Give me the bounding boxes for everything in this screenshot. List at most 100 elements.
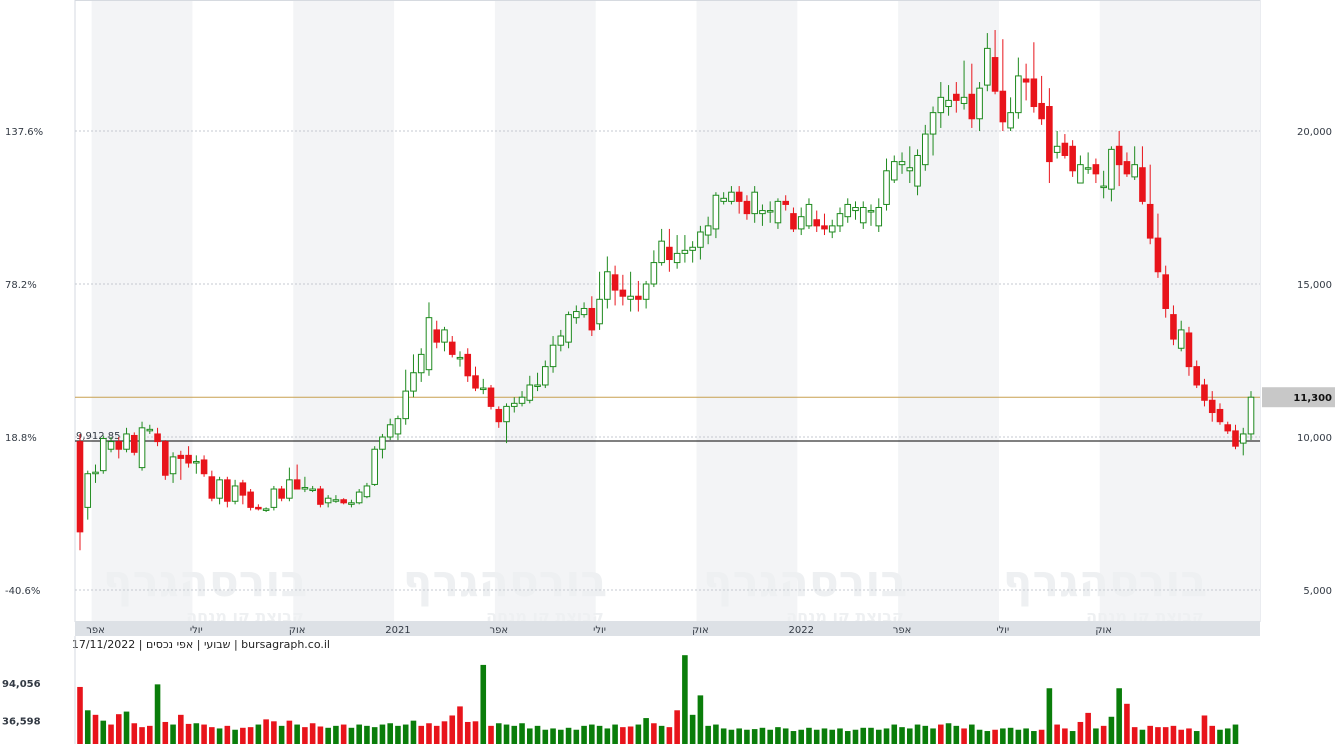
candle-body [627,295,634,300]
candle-body [1131,164,1138,178]
volume-bar [402,724,409,744]
volume-bar [209,727,215,744]
volume-bar [348,727,355,744]
candle-body [929,112,937,135]
candle-body [976,87,983,120]
volume-bar [302,727,308,744]
volume-bar [984,731,991,744]
volume-bar [371,727,378,744]
candle-body [355,491,363,504]
candle-body [301,486,309,490]
candle-body [984,47,991,86]
candle-body [658,240,665,264]
candle-body [278,488,285,499]
volume-bar [1186,728,1192,744]
candle-body [526,384,534,401]
volume-bar [1100,725,1107,744]
pct-tick-label: 18.8% [5,433,37,444]
candle-body [619,289,627,297]
volume-bar [418,725,425,744]
candle-body [169,456,177,475]
candle-body [162,441,169,476]
candle-body [580,307,588,316]
candle-body [642,283,650,300]
candle-body [937,96,945,114]
candle-body [402,390,410,420]
candle-body [270,488,278,508]
candle-body [604,271,611,300]
volume-bar [511,725,518,744]
volume-bar [534,725,541,744]
volume-bar [1170,725,1177,744]
volume-bar [1217,729,1223,744]
candle-body [371,448,378,485]
candle-body [759,210,766,215]
volume-bar [286,720,293,744]
volume-bar [542,729,549,744]
candle-body [1069,145,1076,172]
candle-body [1030,78,1038,108]
price-tick-label: 15,000 [1297,280,1332,291]
volume-bar [914,724,921,744]
volume-bar [379,724,386,744]
price-tick-label: 10,000 [1297,433,1332,444]
volume-bar [751,729,758,744]
volume-bar [969,724,975,744]
volume-bar [115,714,122,744]
month-band [1099,1,1260,621]
candle-body [953,93,960,101]
candle-body [875,207,883,227]
time-label: יולי [190,625,203,636]
candle-body [255,506,262,510]
volume-bar [100,720,107,744]
candle-body [728,191,735,202]
volume-bar [170,724,176,744]
candle-body [130,434,138,453]
time-label: אוק [692,625,709,636]
candle-body [774,200,782,224]
volume-bar [147,725,153,744]
volume-bar [1038,729,1045,744]
volume-bar [1000,728,1006,744]
month-band [494,1,596,621]
time-label: אפר [893,625,912,636]
volume-bar [309,723,316,744]
candle-body [115,441,123,450]
candle-body [410,372,417,392]
volume-bar [604,728,611,744]
volume-bar [1046,688,1053,744]
candle-body [836,213,844,227]
candle-body [286,479,293,499]
candle-body [782,200,789,205]
candle-body [425,317,433,371]
candle-body [991,57,999,92]
volume-bar [635,724,642,744]
volume-bar [705,725,711,744]
volume-bar [1077,721,1084,744]
volume-bar [651,723,657,744]
volume-bar [782,728,789,744]
volume-bar [441,721,448,744]
time-label: 2022 [788,625,813,636]
candle-body [247,491,254,508]
volume-bar [852,729,859,744]
volume-bar [433,725,440,744]
candle-body [751,191,758,215]
volume-bar [201,724,207,744]
volume-bar [1007,727,1014,744]
watermark-brand: בורסהגרף [403,556,607,607]
pct-tick-label: 137.6% [5,127,43,138]
candle-body [317,488,324,505]
candle-body [1015,75,1022,114]
candle-body [999,90,1007,123]
candle-body [1185,332,1193,368]
candle-body [1146,203,1154,239]
candle-body [805,203,813,227]
candle-body [185,454,192,464]
volume-bar [1224,728,1231,744]
candle-body [472,375,479,389]
candle-body [448,341,456,355]
volume-bar [720,728,727,744]
volume-bar [123,711,130,744]
volume-bar [317,726,324,744]
